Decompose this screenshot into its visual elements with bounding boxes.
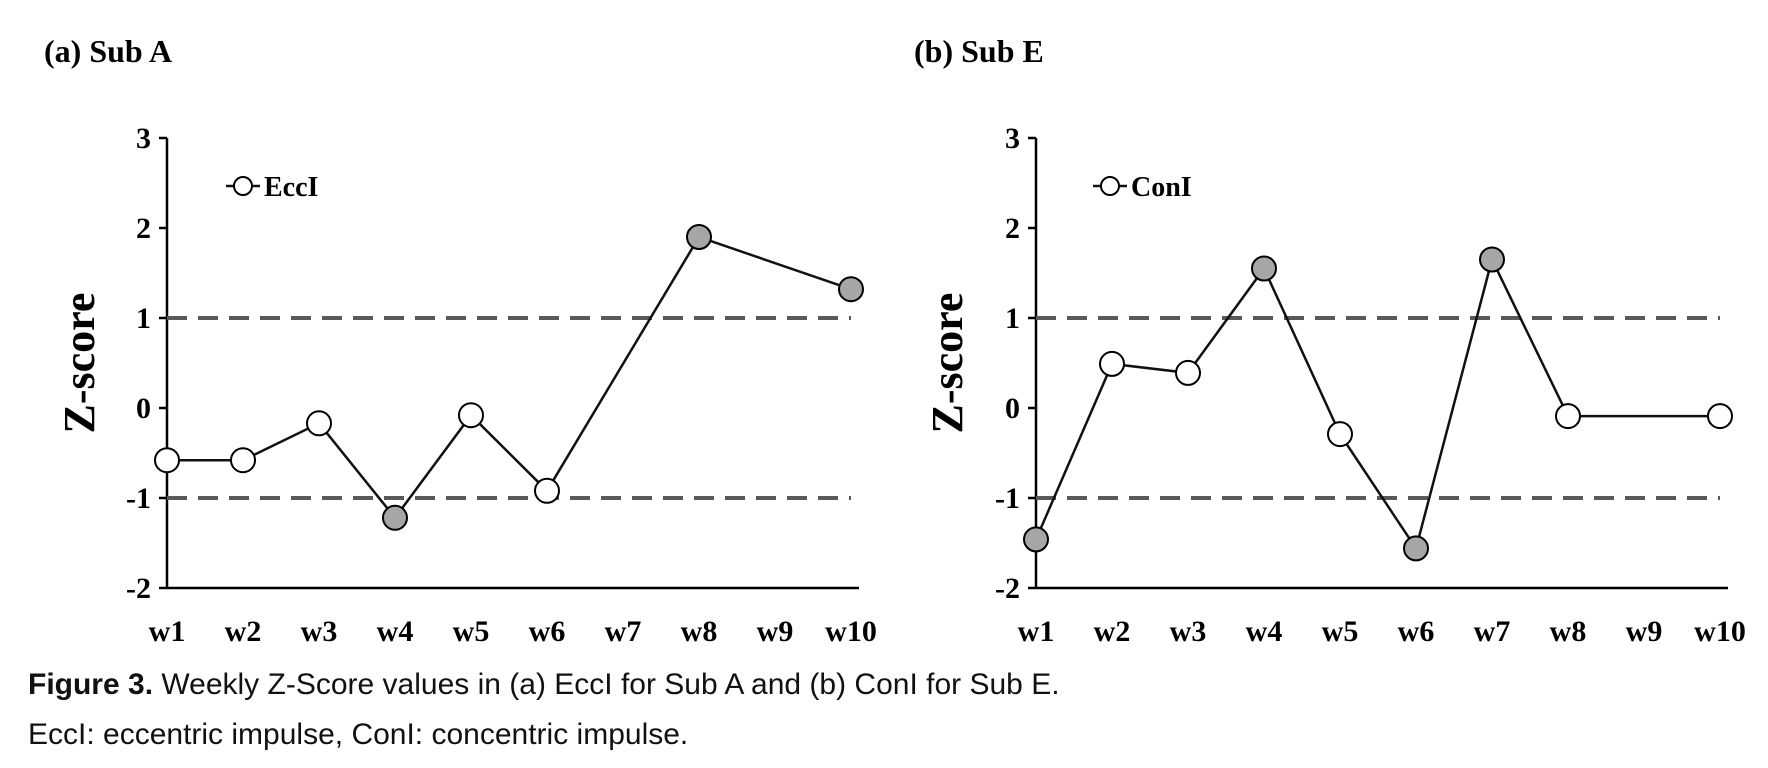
x-tick-label-b: w5 [1322,615,1359,648]
y-tick-label-b: 3 [1005,122,1020,155]
y-tick-label-a: 0 [136,392,151,425]
data-point-a-w10 [838,276,864,303]
data-point-a-w6 [534,477,560,504]
data-point-b-w3 [1175,359,1201,386]
data-point-a-w5 [458,402,484,429]
legend-marker-b [1100,176,1120,196]
legend-marker-a [233,176,253,196]
x-tick-label-b: w7 [1474,615,1511,648]
x-tick-label-a: w5 [453,615,490,648]
x-tick-label-a: w6 [529,615,566,648]
x-tick-label-b: w8 [1550,615,1587,648]
y-tick-label-b: 1 [1005,302,1020,335]
series-line-a [167,235,852,520]
x-tick-label-a: w8 [681,615,718,648]
data-point-b-w10 [1707,403,1733,430]
series-line-b [1034,255,1720,552]
y-tick-label-b: -1 [995,482,1020,515]
y-tick-label-b: 0 [1005,392,1020,425]
caption-abbreviations: EccI: eccentric impulse, ConI: concentri… [28,718,689,751]
data-point-b-w4 [1251,255,1277,282]
data-point-b-w7 [1479,246,1505,273]
data-point-b-w6 [1403,535,1429,562]
caption-text: Weekly Z-Score values in (a) EccI for Su… [153,668,1060,701]
legend-label-a: EccI [264,172,318,203]
data-point-a-w4 [382,504,408,531]
data-point-a-w8 [686,224,712,250]
data-point-a-w3 [306,410,332,437]
data-point-b-w2 [1099,350,1125,377]
y-tick-label-a: -2 [126,572,151,605]
figure: (a) Sub A Z-score 3 2 1 0 -1 -2 w1 w2 w3 w4 w5 w6 w7 w8… [44,33,1746,648]
y-axis-label-b: Z-score [923,293,972,434]
data-point-a-w2 [230,447,256,474]
legend-label-b: ConI [1131,172,1192,203]
data-point-b-w1 [1023,526,1049,553]
x-tick-label-a: w10 [825,615,877,648]
y-tick-label-a: 3 [136,122,151,155]
x-tick-label-b: w6 [1398,615,1435,648]
data-point-b-w8 [1555,403,1581,430]
x-tick-label-b: w2 [1094,615,1131,648]
x-tick-label-a: w2 [225,615,262,648]
x-tick-label-b: w1 [1018,615,1055,648]
y-tick-label-a: 1 [136,302,151,335]
x-tick-label-b: w9 [1626,615,1663,648]
y-tick-label-b: 2 [1005,212,1020,245]
data-point-a-w1 [154,447,180,474]
y-tick-label-a: -1 [126,482,151,515]
x-tick-label-b: w3 [1170,615,1207,648]
x-tick-label-a: w9 [757,615,794,648]
y-tick-label-a: 2 [136,212,151,245]
figure-caption: Figure 3. Weekly Z-Score values in (a) E… [28,668,1060,702]
panel-title-a: (a) Sub A [44,33,172,69]
x-tick-label-a: w4 [377,615,414,648]
data-point-b-w5 [1327,421,1353,448]
x-tick-label-a: w7 [605,615,642,648]
y-axis-label-a: Z-score [55,293,104,434]
x-tick-label-b: w4 [1246,615,1283,648]
x-tick-label-b: w10 [1694,615,1746,648]
caption-label: Figure 3. [28,668,154,701]
x-tick-label-a: w3 [301,615,338,648]
y-tick-label-b: -2 [995,572,1020,605]
x-tick-label-a: w1 [149,615,186,648]
panel-title-b: (b) Sub E [914,33,1044,69]
